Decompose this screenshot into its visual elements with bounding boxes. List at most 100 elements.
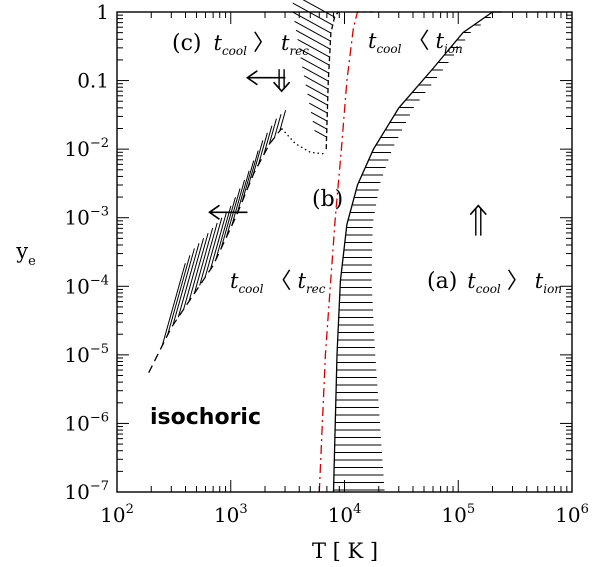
hatch-line-region-top bbox=[297, 39, 330, 58]
annotation-ml-t2: t bbox=[297, 269, 306, 293]
y-axis-title-main: y bbox=[15, 239, 28, 263]
x-tick-label: 106 bbox=[555, 502, 589, 527]
annotation-a-t2-sub: ion bbox=[543, 282, 562, 296]
annotation-ml-t1-sub: cool bbox=[238, 282, 263, 296]
y-tick-label-exp: −6 bbox=[90, 410, 109, 425]
hatch-line-region-top bbox=[310, 111, 328, 122]
y-tick-label-base: 10 bbox=[64, 343, 89, 367]
annotation-a-t1: t bbox=[467, 269, 476, 293]
hatch-line-region-left bbox=[252, 140, 264, 176]
x-tick-label-exp: 3 bbox=[239, 502, 247, 517]
x-tick-label-exp: 6 bbox=[581, 502, 589, 517]
hatch-line-region-left bbox=[241, 160, 255, 202]
annotation-tr-relation: 〈 bbox=[407, 29, 429, 54]
y-tick-label: 10−5 bbox=[64, 342, 109, 367]
x-tick-label-exp: 4 bbox=[353, 502, 361, 517]
arrow-up-head bbox=[469, 204, 487, 216]
x-tick-label-exp: 5 bbox=[467, 502, 475, 517]
hatch-line-region-left bbox=[193, 227, 214, 294]
y-tick-label: 10−6 bbox=[64, 410, 109, 435]
series-line-dotted bbox=[281, 128, 326, 155]
hatch-line-region-left bbox=[167, 255, 191, 336]
hatch-line-region-left bbox=[231, 179, 246, 226]
hatch-line-region-top bbox=[300, 57, 329, 74]
arrow-left-head bbox=[208, 204, 220, 220]
hatch-line-region-left bbox=[236, 170, 250, 214]
annotation-a-t1-sub: cool bbox=[476, 282, 501, 296]
hatch-line-region-left bbox=[263, 125, 273, 155]
y-tick-label-exp: −7 bbox=[90, 479, 109, 494]
arrows bbox=[208, 69, 487, 236]
annotation-c-t2-sub: rec bbox=[289, 44, 309, 58]
hatch-line-region-top bbox=[302, 66, 329, 82]
series-line-solid bbox=[332, 11, 502, 493]
y-tick-label-base: 10 bbox=[64, 137, 89, 161]
y-tick-label-base: 10 bbox=[64, 411, 89, 435]
annotation-c-relation: 〉 bbox=[253, 31, 275, 56]
y-tick-label-base: 10 bbox=[64, 206, 89, 230]
x-tick-label: 103 bbox=[214, 502, 248, 527]
y-tick-label: 10−7 bbox=[64, 479, 109, 504]
hatch-line-region-top bbox=[312, 120, 328, 130]
hatch-line-region-left bbox=[273, 114, 282, 138]
annotation-tr-t2: t bbox=[435, 29, 444, 53]
annotation-ml-t1: t bbox=[230, 269, 239, 293]
y-tick-label: 10−2 bbox=[64, 136, 109, 161]
y-axis-title: ye bbox=[15, 239, 36, 269]
annotation-c-t1-sub: cool bbox=[222, 44, 247, 58]
hatch-line-region-left bbox=[257, 132, 268, 165]
hatch-line-region-left bbox=[177, 243, 200, 318]
x-tick-label: 104 bbox=[328, 502, 362, 527]
hatch-line-region-left bbox=[215, 205, 232, 261]
hatch-line-region-top bbox=[309, 102, 328, 114]
hatch-line-region-left bbox=[268, 118, 277, 145]
y-tick-label: 10−3 bbox=[64, 205, 109, 230]
hatch-line-region-top bbox=[292, 11, 332, 34]
annotation-region-b: (b) bbox=[312, 187, 343, 212]
arrow-left-head bbox=[245, 70, 258, 86]
hatch-line-region-left bbox=[279, 110, 287, 131]
annotation-middle-left: tcool 〈 trec bbox=[230, 269, 326, 297]
y-axis-title-sub: e bbox=[28, 254, 36, 269]
y-tick-label: 0.1 bbox=[77, 69, 109, 93]
series-lines bbox=[148, 11, 502, 493]
hatch-line-region-top bbox=[294, 20, 331, 42]
hatch-line-region-left bbox=[220, 197, 236, 249]
annotation-c-t1: t bbox=[214, 31, 223, 55]
hatch-line-region-left bbox=[188, 232, 209, 302]
hatch-line-region-left bbox=[199, 222, 218, 286]
x-tick-label-base: 10 bbox=[441, 503, 466, 527]
y-tick-label-base: 10 bbox=[64, 274, 89, 298]
y-tick-label-exp: −2 bbox=[90, 136, 109, 151]
hatched-regions bbox=[161, 0, 491, 491]
annotation-c-t2: t bbox=[281, 31, 290, 55]
hatch-line-region-top bbox=[314, 130, 327, 138]
annotation-a-t2: t bbox=[535, 269, 544, 293]
y-tick-label-exp: −5 bbox=[90, 342, 109, 357]
hatch-line-region-top bbox=[292, 2, 333, 26]
annotation-tr-t1-sub: cool bbox=[376, 42, 401, 56]
y-tick-label-exp: −3 bbox=[90, 205, 109, 220]
annotation-region-a: (a) tcool 〉 tion bbox=[427, 269, 562, 297]
hatch-line-region-left bbox=[209, 212, 227, 270]
y-tick-label: 1 bbox=[96, 0, 109, 24]
x-tick-label: 105 bbox=[441, 502, 475, 527]
hatch-line-region-left bbox=[183, 238, 205, 310]
x-tick-label-base: 10 bbox=[328, 503, 353, 527]
annotation-top-right: tcool 〈 tion bbox=[368, 29, 463, 57]
series-line-dash-dot bbox=[318, 11, 374, 493]
hatch-line-region-left bbox=[161, 263, 186, 346]
hatch-line-region-left bbox=[204, 217, 223, 278]
annotation-tr-t2-sub: ion bbox=[444, 42, 463, 56]
hatch-line-region-top bbox=[307, 93, 328, 106]
hatch-line-region-top bbox=[295, 29, 331, 50]
annotation-a-prefix: (a) bbox=[427, 269, 457, 294]
x-tick-label: 102 bbox=[100, 502, 134, 527]
hatch-line-region-top bbox=[305, 84, 329, 98]
hatch-line-region-top bbox=[298, 48, 330, 66]
annotation-tr-t1: t bbox=[368, 29, 377, 53]
hatch-line-region-left bbox=[247, 150, 259, 189]
annotation-c-prefix: (c) bbox=[172, 31, 202, 56]
y-tick-label-base: 10 bbox=[64, 480, 89, 504]
